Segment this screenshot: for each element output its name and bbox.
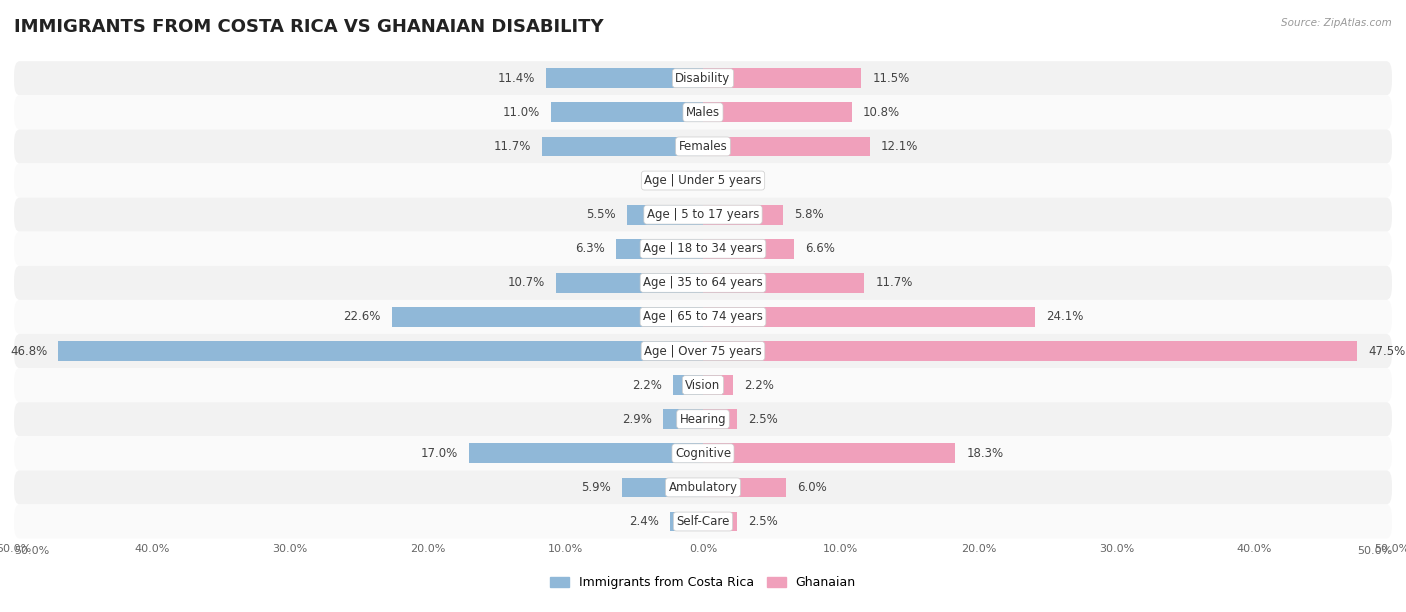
Text: Age | 18 to 34 years: Age | 18 to 34 years <box>643 242 763 255</box>
Text: 11.7%: 11.7% <box>875 277 912 289</box>
Text: 24.1%: 24.1% <box>1046 310 1084 323</box>
Text: 1.3%: 1.3% <box>644 174 673 187</box>
FancyBboxPatch shape <box>14 232 1392 266</box>
Bar <box>703 341 1358 361</box>
Text: 18.3%: 18.3% <box>966 447 1004 460</box>
Bar <box>703 444 955 463</box>
Text: 22.6%: 22.6% <box>343 310 381 323</box>
FancyBboxPatch shape <box>14 402 1392 436</box>
FancyBboxPatch shape <box>14 163 1392 198</box>
Bar <box>703 69 862 88</box>
FancyBboxPatch shape <box>14 471 1392 504</box>
Text: 11.7%: 11.7% <box>494 140 531 153</box>
Text: IMMIGRANTS FROM COSTA RICA VS GHANAIAN DISABILITY: IMMIGRANTS FROM COSTA RICA VS GHANAIAN D… <box>14 18 603 36</box>
Bar <box>703 512 738 531</box>
Text: 17.0%: 17.0% <box>420 447 458 460</box>
Text: 5.8%: 5.8% <box>794 208 824 221</box>
Text: Self-Care: Self-Care <box>676 515 730 528</box>
FancyBboxPatch shape <box>14 504 1392 539</box>
FancyBboxPatch shape <box>14 334 1392 368</box>
Text: 50.0%: 50.0% <box>1357 546 1392 556</box>
FancyBboxPatch shape <box>14 368 1392 402</box>
Text: Age | Under 5 years: Age | Under 5 years <box>644 174 762 187</box>
Text: Hearing: Hearing <box>679 412 727 426</box>
Bar <box>621 477 703 498</box>
Bar <box>551 102 703 122</box>
Text: 10.7%: 10.7% <box>508 277 544 289</box>
FancyBboxPatch shape <box>14 129 1392 163</box>
Bar <box>672 375 703 395</box>
Text: 2.2%: 2.2% <box>631 379 662 392</box>
Text: 47.5%: 47.5% <box>1368 345 1406 357</box>
Bar <box>392 307 703 327</box>
Text: 5.5%: 5.5% <box>586 208 616 221</box>
Bar <box>541 136 703 156</box>
Bar <box>703 375 734 395</box>
Text: Age | 35 to 64 years: Age | 35 to 64 years <box>643 277 763 289</box>
Bar <box>703 171 720 190</box>
Bar <box>468 444 703 463</box>
Text: Age | 5 to 17 years: Age | 5 to 17 years <box>647 208 759 221</box>
Text: Vision: Vision <box>685 379 721 392</box>
Text: 50.0%: 50.0% <box>14 546 49 556</box>
Bar <box>703 136 870 156</box>
Bar <box>703 307 1035 327</box>
Text: 2.2%: 2.2% <box>744 379 775 392</box>
FancyBboxPatch shape <box>14 300 1392 334</box>
Text: Age | 65 to 74 years: Age | 65 to 74 years <box>643 310 763 323</box>
Bar <box>703 273 865 293</box>
FancyBboxPatch shape <box>14 198 1392 232</box>
Text: 11.4%: 11.4% <box>498 72 534 84</box>
Bar <box>703 205 783 225</box>
Text: 6.3%: 6.3% <box>575 242 605 255</box>
Text: 1.2%: 1.2% <box>731 174 761 187</box>
Text: Ambulatory: Ambulatory <box>668 481 738 494</box>
Text: 2.5%: 2.5% <box>748 515 778 528</box>
Text: 2.9%: 2.9% <box>621 412 652 426</box>
Text: 6.6%: 6.6% <box>806 242 835 255</box>
Bar <box>664 409 703 429</box>
Text: 10.8%: 10.8% <box>863 106 900 119</box>
FancyBboxPatch shape <box>14 61 1392 95</box>
Text: 6.0%: 6.0% <box>797 481 827 494</box>
Text: Males: Males <box>686 106 720 119</box>
Bar <box>58 341 703 361</box>
FancyBboxPatch shape <box>14 95 1392 129</box>
Bar <box>546 69 703 88</box>
Bar <box>627 205 703 225</box>
Text: Disability: Disability <box>675 72 731 84</box>
Bar <box>703 239 794 259</box>
Text: 11.0%: 11.0% <box>503 106 540 119</box>
Text: Age | Over 75 years: Age | Over 75 years <box>644 345 762 357</box>
Legend: Immigrants from Costa Rica, Ghanaian: Immigrants from Costa Rica, Ghanaian <box>546 572 860 594</box>
Bar <box>616 239 703 259</box>
FancyBboxPatch shape <box>14 266 1392 300</box>
Bar <box>555 273 703 293</box>
Text: 12.1%: 12.1% <box>880 140 918 153</box>
FancyBboxPatch shape <box>14 436 1392 471</box>
Bar <box>669 512 703 531</box>
Text: 2.4%: 2.4% <box>628 515 659 528</box>
Text: Source: ZipAtlas.com: Source: ZipAtlas.com <box>1281 18 1392 28</box>
Text: Cognitive: Cognitive <box>675 447 731 460</box>
Bar <box>685 171 703 190</box>
Text: 46.8%: 46.8% <box>10 345 48 357</box>
Bar <box>703 409 738 429</box>
Text: 5.9%: 5.9% <box>581 481 610 494</box>
Bar <box>703 102 852 122</box>
Bar <box>703 477 786 498</box>
Text: 2.5%: 2.5% <box>748 412 778 426</box>
Text: Females: Females <box>679 140 727 153</box>
Text: 11.5%: 11.5% <box>873 72 910 84</box>
